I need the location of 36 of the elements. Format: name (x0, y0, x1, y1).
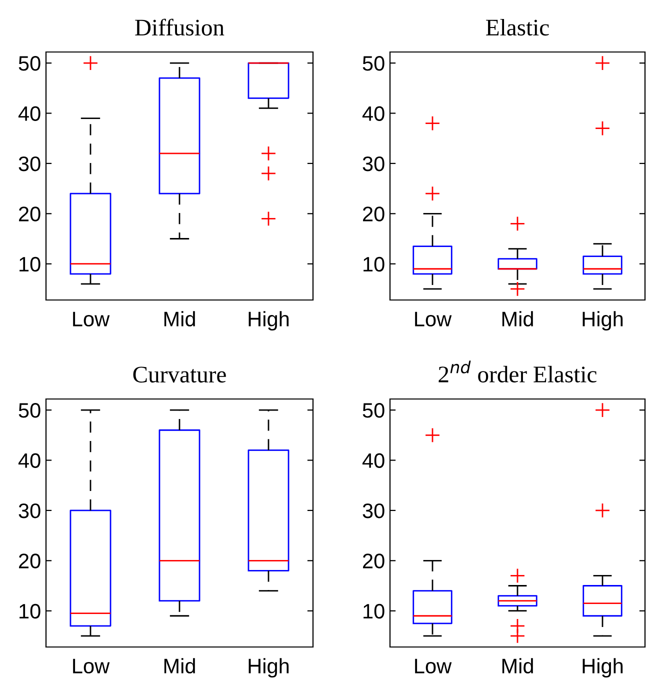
x-tick-label: Low (415, 312, 452, 326)
y-tick-label: 40 (18, 106, 40, 121)
x-tick-label: High (248, 658, 289, 678)
chart-title: Elastic (486, 18, 549, 36)
x-tick-label: Low (73, 312, 110, 326)
y-tick-label: 50 (18, 56, 40, 71)
y-tick-label: 40 (362, 106, 384, 121)
x-tick-label: Mid (164, 311, 195, 326)
x-tick-label: Low (415, 658, 452, 674)
y-tick-label: 20 (363, 206, 384, 222)
x-tick-label: High (248, 311, 289, 331)
chart-title: Diffusion (135, 18, 224, 36)
y-tick-label: 50 (362, 56, 384, 71)
x-tick-label: Mid (164, 658, 195, 674)
y-tick-label: 50 (18, 403, 40, 418)
y-tick-label: 30 (362, 503, 384, 518)
y-tick-label: 30 (18, 156, 40, 172)
y-tick-label: 20 (19, 206, 40, 222)
y-tick-label: 30 (18, 503, 40, 518)
y-tick-label: 30 (362, 156, 384, 172)
y-tick-label: 50 (362, 403, 384, 418)
y-tick-label: 10 (20, 604, 40, 619)
y-tick-label: 10 (20, 256, 40, 272)
chart-title: Curvature (133, 366, 226, 383)
x-tick-label: Mid (502, 311, 533, 326)
y-tick-label: 20 (19, 554, 40, 568)
y-tick-label: 40 (18, 453, 40, 468)
y-tick-label: 40 (362, 453, 384, 468)
y-tick-label: 10 (364, 604, 384, 619)
x-tick-label: High (582, 311, 623, 331)
x-tick-label: High (582, 658, 623, 678)
y-tick-label: 10 (364, 256, 384, 272)
x-tick-label: Mid (502, 658, 533, 674)
y-tick-label: 20 (363, 554, 384, 568)
x-tick-label: Low (73, 658, 110, 674)
chart-title: 2$^{nd}$ order Elastic (438, 360, 596, 382)
